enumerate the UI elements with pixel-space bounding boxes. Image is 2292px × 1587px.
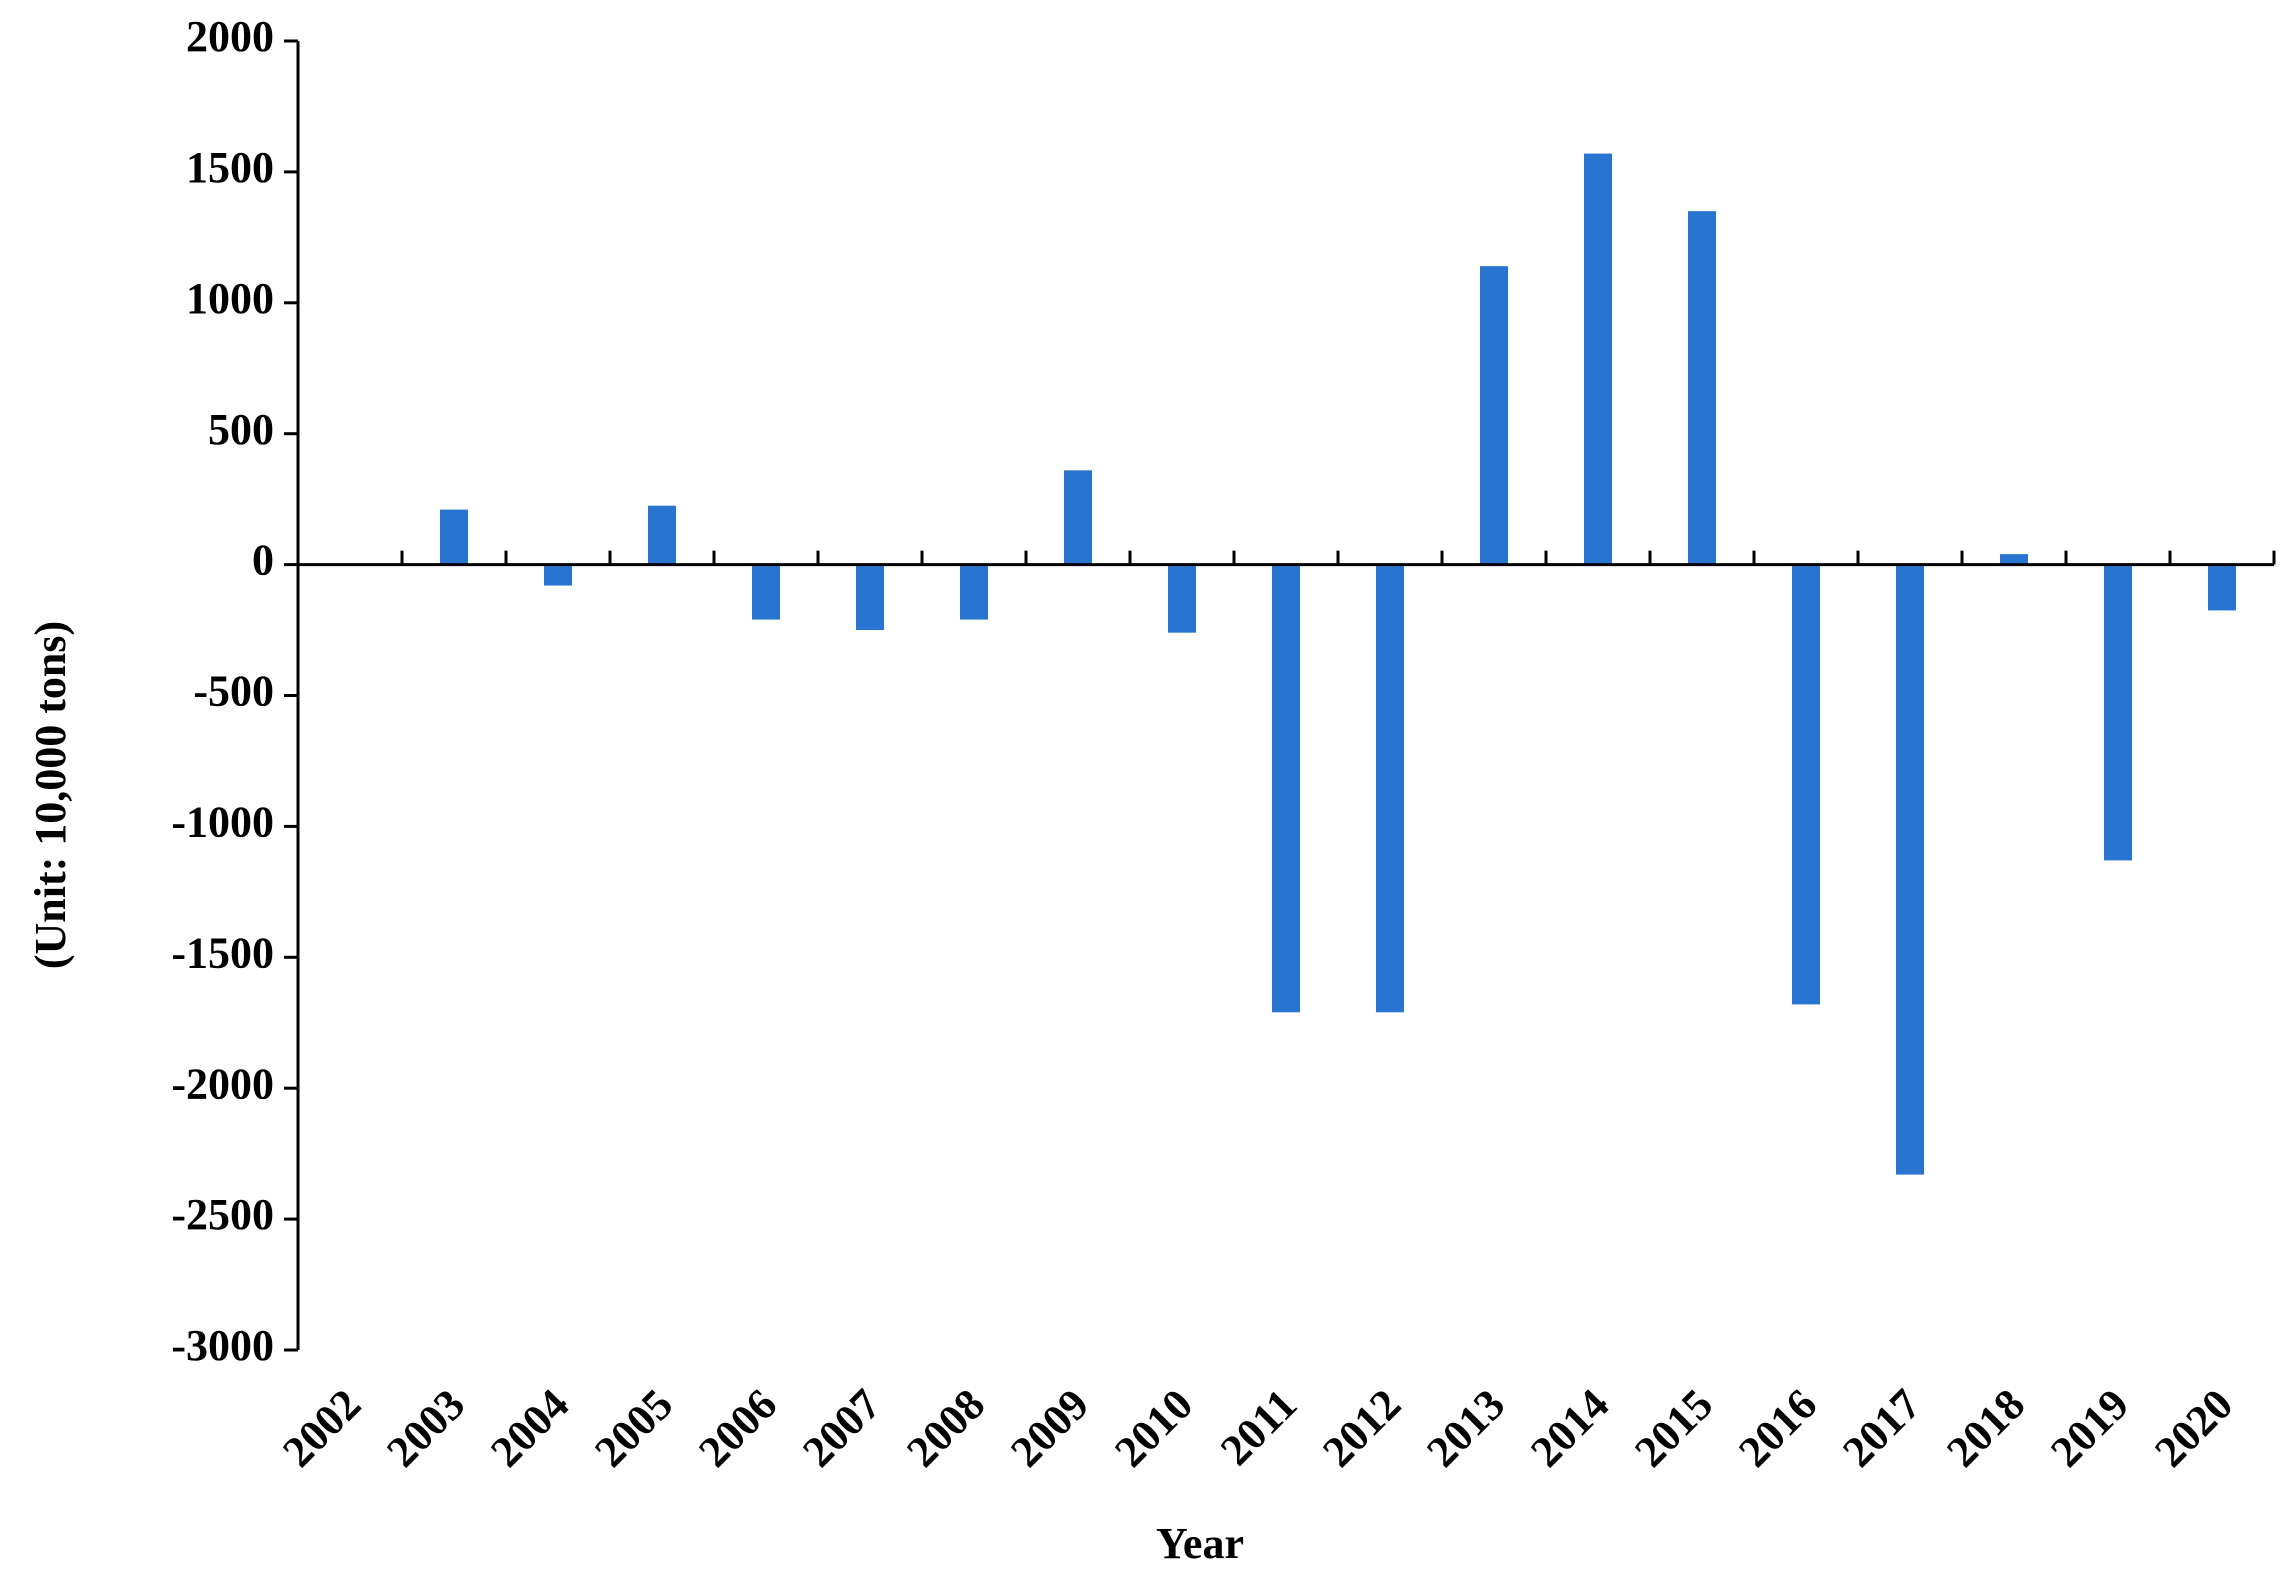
x-tick-label: 2006	[689, 1380, 786, 1477]
bar	[1375, 564, 1405, 1013]
bar	[1271, 564, 1301, 1013]
x-axis-title: Year	[1156, 1519, 1244, 1568]
x-tick-label: 2011	[1211, 1380, 1306, 1475]
bar	[543, 564, 573, 586]
bar	[1063, 470, 1093, 565]
x-tick-label: 2004	[481, 1380, 578, 1477]
y-tick-label: -2000	[171, 1059, 274, 1108]
y-tick-label: 500	[208, 405, 274, 454]
bar	[1479, 266, 1509, 565]
bar	[2103, 564, 2133, 861]
x-tick-label: 2009	[1001, 1380, 1098, 1477]
x-tick-label: 2002	[273, 1380, 370, 1477]
y-tick-label: -1500	[171, 928, 274, 977]
y-tick-label: 1500	[186, 143, 274, 192]
x-tick-label: 2013	[1417, 1380, 1514, 1477]
x-tick-label: 2020	[2145, 1380, 2242, 1477]
x-tick-label: 2010	[1105, 1380, 1202, 1477]
bar	[1999, 554, 2029, 565]
y-tick-label: -1000	[171, 797, 274, 846]
y-tick-label: -500	[193, 667, 274, 716]
y-axis-title: (Unit: 10,000 tons)	[26, 621, 75, 969]
y-tick-label: -3000	[171, 1321, 274, 1370]
y-tick-label: 1000	[186, 274, 274, 323]
y-tick-label: 2000	[186, 12, 274, 61]
bar	[647, 505, 677, 565]
x-tick-label: 2015	[1625, 1380, 1722, 1477]
bar	[959, 564, 989, 620]
x-tick-label: 2007	[793, 1380, 890, 1477]
bar	[855, 564, 885, 631]
x-tick-label: 2014	[1521, 1380, 1618, 1477]
bar	[1167, 564, 1197, 633]
x-tick-label: 2005	[585, 1380, 682, 1477]
y-tick-label: 0	[252, 536, 274, 585]
x-tick-label: 2003	[377, 1380, 474, 1477]
bar	[751, 564, 781, 620]
bar	[1895, 564, 1925, 1175]
x-tick-label: 2019	[2041, 1380, 2138, 1477]
x-tick-label: 2008	[897, 1380, 994, 1477]
x-tick-label: 2017	[1833, 1380, 1930, 1477]
bar	[439, 509, 469, 565]
bar	[2207, 564, 2237, 611]
x-tick-label: 2012	[1313, 1380, 1410, 1477]
x-tick-label: 2016	[1729, 1380, 1826, 1477]
bar	[1791, 564, 1821, 1005]
bar	[1687, 211, 1717, 565]
x-tick-label: 2018	[1937, 1380, 2034, 1477]
y-tick-label: -2500	[171, 1190, 274, 1239]
bar	[1583, 153, 1613, 565]
